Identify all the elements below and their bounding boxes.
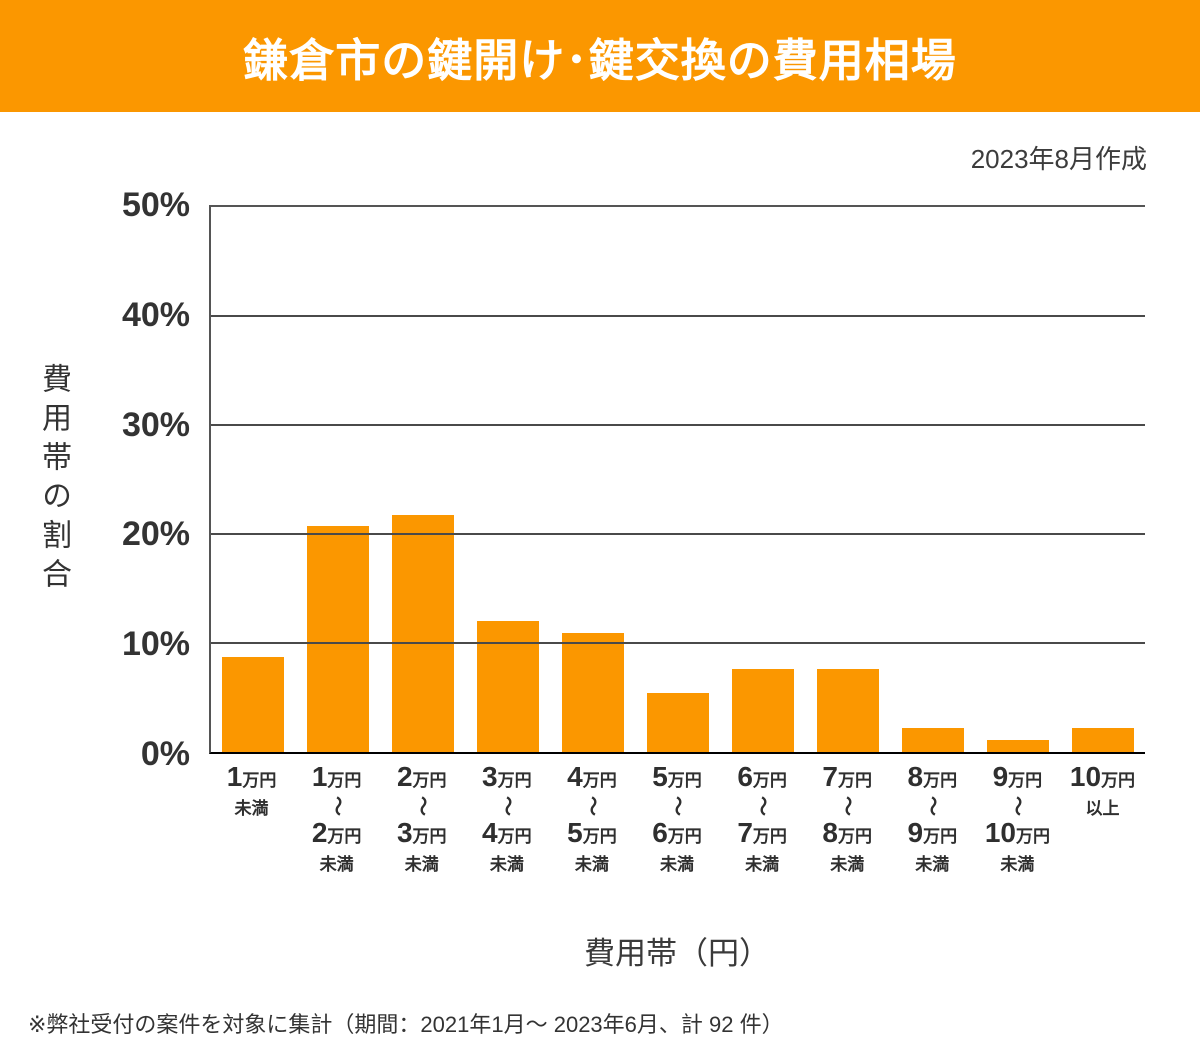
gridline-30 (211, 424, 1145, 426)
title-banner: 鎌倉市の鍵開け･鍵交換の費用相場 (0, 0, 1200, 112)
y-tick-labels: 0% 10% 20% 30% 40% 50% (0, 186, 190, 773)
x-label-10: 9万円～ 10万円 未満 (984, 761, 1050, 874)
x-label-6: 5万円～ 6万円 未満 (652, 761, 702, 874)
bar-9 (901, 728, 964, 752)
x-axis-labels: 1万円 未満 1万円～ 2万円 未満 2万円～ 3万円 未満 3万円～ 4万円 未満 4万円～ 5万円未… (209, 762, 1145, 875)
y-tick-label-0: 0% (140, 735, 190, 773)
bar-4 (477, 621, 540, 752)
gridline-40 (211, 315, 1145, 317)
x-axis-title: 費用帯（円） (584, 936, 770, 971)
bar-slot-9 (890, 207, 975, 752)
y-axis-title: 費用帯の割合 (37, 362, 70, 597)
bar-6 (647, 693, 709, 752)
x-label-1: 1万円 未満 (226, 761, 277, 818)
bar-slot-11 (1060, 207, 1145, 752)
x-label-5: 4万円～ 5万円 未満 (567, 761, 617, 874)
bar-slot-7 (720, 207, 805, 752)
y-tick-label-20: 20% (121, 515, 190, 554)
bar-slot-1 (211, 207, 296, 752)
bar-slot-4 (466, 207, 551, 752)
y-tick-label-10: 10% (121, 625, 190, 664)
page-title: 鎌倉市の鍵開け･鍵交換の費用相場 (243, 34, 957, 86)
bar-slot-5 (551, 207, 636, 752)
bar-slot-10 (975, 207, 1060, 752)
bar-10 (986, 740, 1049, 752)
bar-slot-6 (636, 207, 721, 752)
footnote: ※弊社受付の案件を対象に集計（期間：2021年1月～ 2023年6月、計 92 … (28, 1012, 784, 1037)
bar-5 (562, 633, 625, 752)
bar-slot-3 (381, 207, 466, 752)
bar-1 (222, 657, 285, 752)
bars-container (211, 207, 1145, 752)
gridline-20 (211, 533, 1145, 535)
x-label-2: 1万円～ 2万円 未満 (311, 761, 362, 874)
bar-7 (731, 669, 794, 752)
gridline-10 (211, 642, 1145, 644)
bar-11 (1071, 728, 1134, 752)
x-label-8: 7万円～ 8万円 未満 (822, 761, 872, 874)
x-label-7: 6万円～ 7万円 未満 (737, 761, 787, 874)
bar-3 (392, 515, 455, 752)
x-label-11: 10万円 以上 (1069, 761, 1136, 818)
created-date: 2023年8月作成 (970, 144, 1147, 174)
y-tick-label-40: 40% (121, 295, 190, 334)
bar-2 (307, 526, 370, 752)
y-tick-label-30: 30% (121, 405, 190, 444)
x-label-4: 3万円～ 4万円 未満 (482, 761, 532, 874)
bar-slot-2 (296, 207, 381, 752)
bar-slot-8 (805, 207, 890, 752)
y-tick-label-50: 50% (121, 186, 190, 224)
plot-area (209, 205, 1145, 754)
bar-8 (816, 669, 879, 752)
x-label-3: 2万円～ 3万円 未満 (396, 761, 447, 874)
x-label-9: 8万円～ 9万円 未満 (907, 761, 958, 874)
